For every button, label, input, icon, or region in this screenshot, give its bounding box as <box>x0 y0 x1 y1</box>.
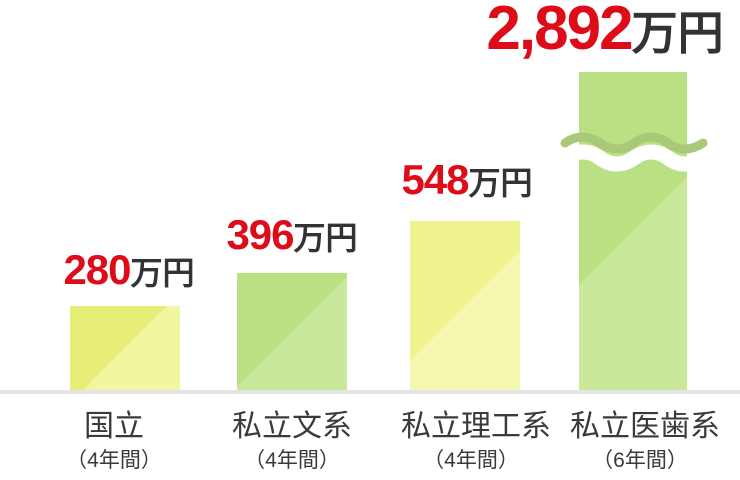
category-name: 私立文系 <box>232 410 352 443</box>
category-name: 国立 <box>84 410 144 443</box>
value-unit: 万円 <box>130 255 195 291</box>
category-label-private-medical: 私立医歯系 （6年間） <box>570 410 720 472</box>
category-label-private-humanities: 私立文系 （4年間） <box>222 410 362 472</box>
category-duration: （4年間） <box>423 449 519 472</box>
bar-private-humanities <box>237 273 347 390</box>
value-number: 548 <box>401 156 469 203</box>
value-label-private-medical: 2,892万円 <box>470 0 740 60</box>
value-label-national: 280万円 <box>59 249 199 291</box>
value-unit: 万円 <box>293 220 358 256</box>
value-label-private-humanities: 396万円 <box>222 214 362 256</box>
axis-break-wave-stroke <box>560 132 708 154</box>
category-label-private-science: 私立理工系 （4年間） <box>401 410 551 472</box>
axis-break-wave-icon <box>557 132 711 172</box>
value-unit: 万円 <box>468 165 533 201</box>
x-axis-baseline <box>0 390 740 394</box>
value-number: 2,892 <box>486 0 633 63</box>
category-duration: （4年間） <box>66 449 162 472</box>
bar-national <box>70 306 180 390</box>
category-label-national: 国立 （4年間） <box>44 410 184 472</box>
category-name: 私立医歯系 <box>570 410 720 443</box>
value-label-private-science: 548万円 <box>397 159 537 201</box>
value-unit: 万円 <box>631 7 724 59</box>
value-number: 396 <box>226 211 294 258</box>
category-duration: （6年間） <box>592 449 688 472</box>
axis-break-gap-stroke <box>557 144 711 172</box>
category-name: 私立理工系 <box>401 410 551 443</box>
bar-private-science <box>410 221 520 390</box>
category-duration: （4年間） <box>244 449 340 472</box>
value-number: 280 <box>63 246 131 293</box>
bar-private-medical <box>557 72 711 390</box>
